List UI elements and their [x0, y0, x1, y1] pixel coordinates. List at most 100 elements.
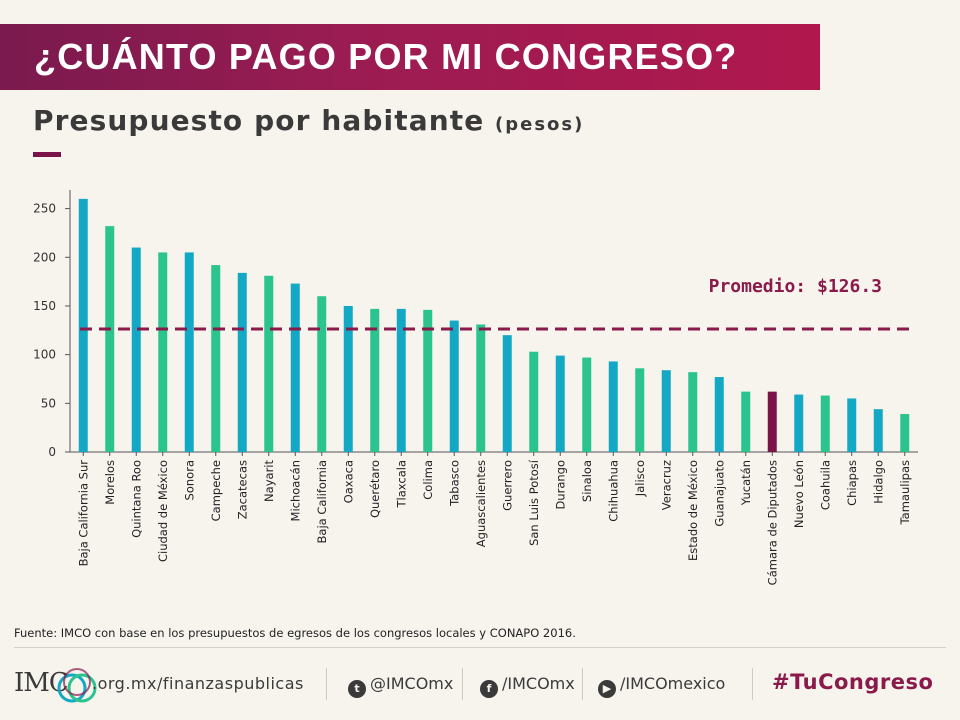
footer-separator — [326, 668, 327, 700]
bar — [873, 409, 883, 452]
x-tick-label: Michoacán — [288, 460, 302, 521]
bar — [317, 296, 327, 452]
x-tick-label: Tamaulipas — [898, 460, 912, 525]
bar — [370, 308, 380, 452]
accent-dash — [33, 152, 61, 157]
youtube-link[interactable]: ▶/IMCOmexico — [598, 674, 725, 698]
twitter-handle: @IMCOmx — [370, 674, 454, 693]
x-tick-label: Colima — [421, 460, 435, 500]
bar — [290, 283, 300, 452]
x-tick-label: Cámara de Diputados — [765, 460, 779, 585]
bar — [396, 308, 406, 452]
title-banner — [0, 24, 820, 90]
bar — [635, 368, 645, 452]
footer-separator — [582, 668, 583, 700]
x-tick-label: Estado de México — [686, 460, 700, 561]
y-tick-label: 250 — [33, 202, 56, 216]
bar — [184, 252, 194, 452]
average-label: Promedio: $126.3 — [709, 276, 882, 297]
x-tick-label: Sonora — [182, 460, 196, 500]
twitter-link[interactable]: t @IMCOmx — [348, 674, 453, 698]
footer-separator — [462, 668, 463, 700]
bar — [237, 272, 247, 452]
x-tick-label: Tabasco — [447, 460, 461, 507]
bar — [343, 305, 353, 452]
bar — [158, 252, 168, 452]
bar — [661, 370, 671, 452]
y-tick-label: 100 — [33, 348, 56, 362]
y-tick-label: 150 — [33, 299, 56, 313]
youtube-handle: /IMCOmexico — [620, 674, 726, 693]
x-tick-label: Aguascalientes — [474, 460, 488, 547]
subtitle-text: Presupuesto por habitante — [33, 104, 485, 137]
bar — [449, 320, 459, 452]
bar — [502, 335, 512, 452]
bar — [555, 355, 565, 452]
bar — [529, 351, 539, 452]
hashtag-prefix: #Tu — [772, 670, 819, 694]
bar — [582, 357, 592, 452]
x-tick-label: Baja California — [315, 460, 329, 543]
x-tick-label: Jalisco — [633, 460, 647, 497]
bar — [131, 247, 141, 452]
x-tick-label: Morelos — [103, 460, 117, 505]
bar — [741, 391, 751, 452]
footer: IMC .org.mx/finanzaspublicas t @IMCOmx f /… — [0, 660, 960, 710]
hashtag-bold: Congreso — [818, 670, 934, 694]
x-tick-label: San Luis Potosí — [527, 459, 541, 546]
bar — [608, 361, 618, 452]
source-note: Fuente: IMCO con base en los presupuesto… — [14, 626, 576, 640]
x-tick-label: Querétaro — [368, 460, 382, 518]
hashtag: #TuCongreso — [772, 670, 933, 694]
imco-logo: IMC — [14, 668, 97, 703]
x-tick-label: Sinaloa — [580, 460, 594, 502]
x-tick-label: Yucatán — [739, 460, 753, 506]
x-tick-label: Coahuila — [818, 460, 832, 510]
x-tick-label: Zacatecas — [235, 460, 249, 519]
x-tick-label: Ciudad de México — [156, 460, 170, 562]
y-tick-label: 0 — [48, 445, 56, 459]
page-title: ¿CUÁNTO PAGO POR MI CONGRESO? — [34, 36, 738, 77]
x-tick-label: Oaxaca — [341, 460, 355, 503]
x-tick-label: Guanajuato — [712, 460, 726, 527]
bar — [105, 226, 115, 452]
bar — [714, 377, 724, 452]
bar — [767, 391, 777, 452]
x-tick-label: Baja California Sur — [76, 460, 90, 567]
twitter-icon: t — [348, 680, 366, 698]
bar — [211, 265, 221, 452]
facebook-icon: f — [480, 680, 498, 698]
facebook-handle: /IMCOmx — [502, 674, 575, 693]
bar — [794, 394, 804, 452]
bar — [264, 275, 274, 452]
bar — [847, 398, 857, 452]
y-tick-label: 50 — [41, 396, 56, 410]
bar — [78, 198, 88, 452]
chart-subtitle: Presupuesto por habitante (pesos) — [33, 104, 584, 137]
x-tick-label: Tlaxcala — [394, 460, 408, 508]
x-tick-label: Hidalgo — [871, 460, 885, 504]
bar — [820, 395, 830, 452]
facebook-link[interactable]: f/IMCOmx — [480, 674, 575, 698]
youtube-icon: ▶ — [598, 680, 616, 698]
x-tick-label: Nuevo León — [792, 460, 806, 528]
footer-separator — [752, 668, 753, 700]
logo-mark-icon — [57, 668, 97, 703]
bar — [476, 324, 486, 452]
website-link[interactable]: .org.mx/finanzaspublicas — [92, 674, 304, 693]
bar-chart: 0 50 100 150 200 250 Baja California Sur Morelo… — [33, 190, 918, 585]
bar — [900, 414, 910, 452]
x-tick-label: Quintana Roo — [129, 460, 143, 538]
subtitle-unit: (pesos) — [495, 114, 585, 135]
x-tick-label: Veracruz — [659, 460, 673, 510]
footer-divider — [14, 647, 946, 648]
x-tick-label: Durango — [553, 460, 567, 510]
x-tick-label: Campeche — [209, 460, 223, 521]
x-tick-label: Guerrero — [500, 460, 514, 511]
x-tick-label: Chihuahua — [606, 460, 620, 522]
bar — [423, 309, 433, 452]
x-tick-label: Chiapas — [845, 460, 859, 506]
y-tick-label: 200 — [33, 250, 56, 264]
bar — [688, 372, 698, 452]
x-tick-label: Nayarit — [262, 460, 276, 502]
